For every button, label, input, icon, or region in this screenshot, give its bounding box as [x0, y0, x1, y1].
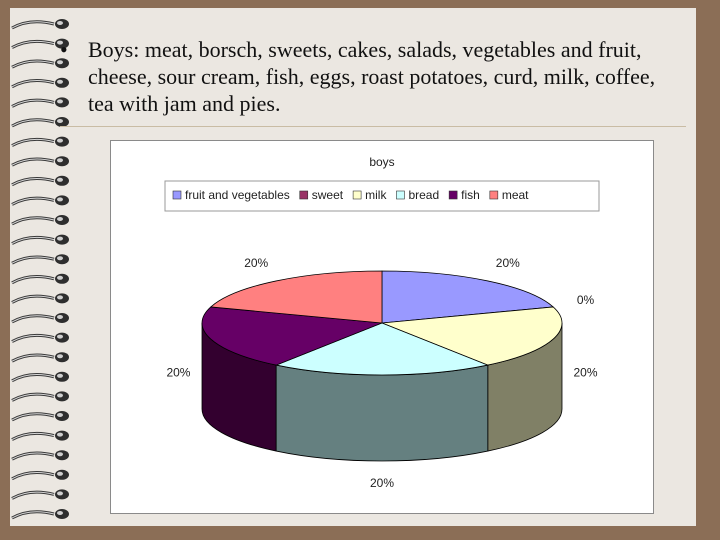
legend-swatch	[299, 190, 309, 200]
data-label: 20%	[574, 365, 598, 379]
binding-ring	[11, 450, 69, 461]
data-label: 20%	[496, 256, 520, 270]
binding-ring	[11, 215, 69, 226]
pie-side-bread	[275, 364, 489, 462]
pie-slice-bread	[274, 322, 490, 376]
pie-slices	[201, 270, 563, 462]
pie-slice-milk	[381, 306, 563, 366]
binding-ring	[11, 352, 69, 363]
legend-swatch	[396, 190, 405, 200]
bullet-point: • Boys: meat, borsch, sweets, cakes, sal…	[60, 36, 670, 117]
binding-ring	[11, 489, 69, 500]
binding-ring	[11, 97, 69, 108]
binding-ring	[11, 254, 69, 265]
binding-ring	[11, 273, 69, 285]
binding-ring	[11, 469, 69, 481]
pie-slice-fish	[201, 306, 383, 366]
binding-ring	[11, 234, 69, 245]
data-label: 20%	[244, 256, 268, 270]
binding-ring	[11, 332, 69, 343]
binding-ring	[11, 136, 69, 147]
legend-swatch	[352, 190, 362, 200]
legend-swatch	[172, 190, 182, 200]
legend-swatch	[448, 190, 458, 200]
binding-ring	[11, 38, 69, 49]
pie-slice-fruit-and-vegetables	[381, 270, 555, 324]
data-label: 20%	[370, 476, 394, 490]
binding-ring	[11, 195, 69, 206]
bullet-marker: •	[60, 37, 68, 62]
pie-chart: boys fruit and vegetables sweet milk bread f…	[164, 155, 600, 490]
legend-label: fruit and vegetables	[185, 188, 290, 202]
binding-ring	[11, 371, 69, 383]
legend-label: meat	[502, 188, 529, 202]
binding-ring	[11, 509, 69, 520]
binding-ring	[11, 313, 69, 324]
binding-ring	[11, 175, 69, 187]
binding-ring	[11, 77, 69, 89]
data-labels: 20% 0% 20% 20% 20% 20%	[166, 256, 597, 490]
binding-ring	[11, 293, 69, 304]
spiral-binding	[11, 19, 69, 520]
data-label: 0%	[577, 293, 595, 307]
chart-title: boys	[369, 155, 394, 169]
bullet-text: Boys: meat, borsch, sweets, cakes, salad…	[88, 37, 656, 116]
binding-ring	[11, 411, 69, 422]
pie-slice-meat	[209, 270, 383, 324]
legend-label: sweet	[312, 188, 344, 202]
data-label: 20%	[166, 365, 190, 379]
legend-label: bread	[408, 188, 439, 202]
binding-ring	[11, 156, 69, 167]
chart-frame: boys fruit and vegetables sweet milk bread f…	[110, 140, 654, 514]
binding-ring	[11, 430, 69, 441]
binding-ring	[11, 117, 69, 128]
divider-line	[60, 126, 686, 127]
legend-box	[164, 180, 600, 212]
legend-label: milk	[365, 188, 387, 202]
binding-ring	[11, 19, 69, 30]
binding-ring	[11, 391, 69, 402]
legend-label: fish	[461, 188, 480, 202]
legend-swatch	[489, 190, 499, 200]
binding-ring	[11, 58, 69, 69]
legend: fruit and vegetables sweet milk bread fish me…	[172, 188, 529, 202]
